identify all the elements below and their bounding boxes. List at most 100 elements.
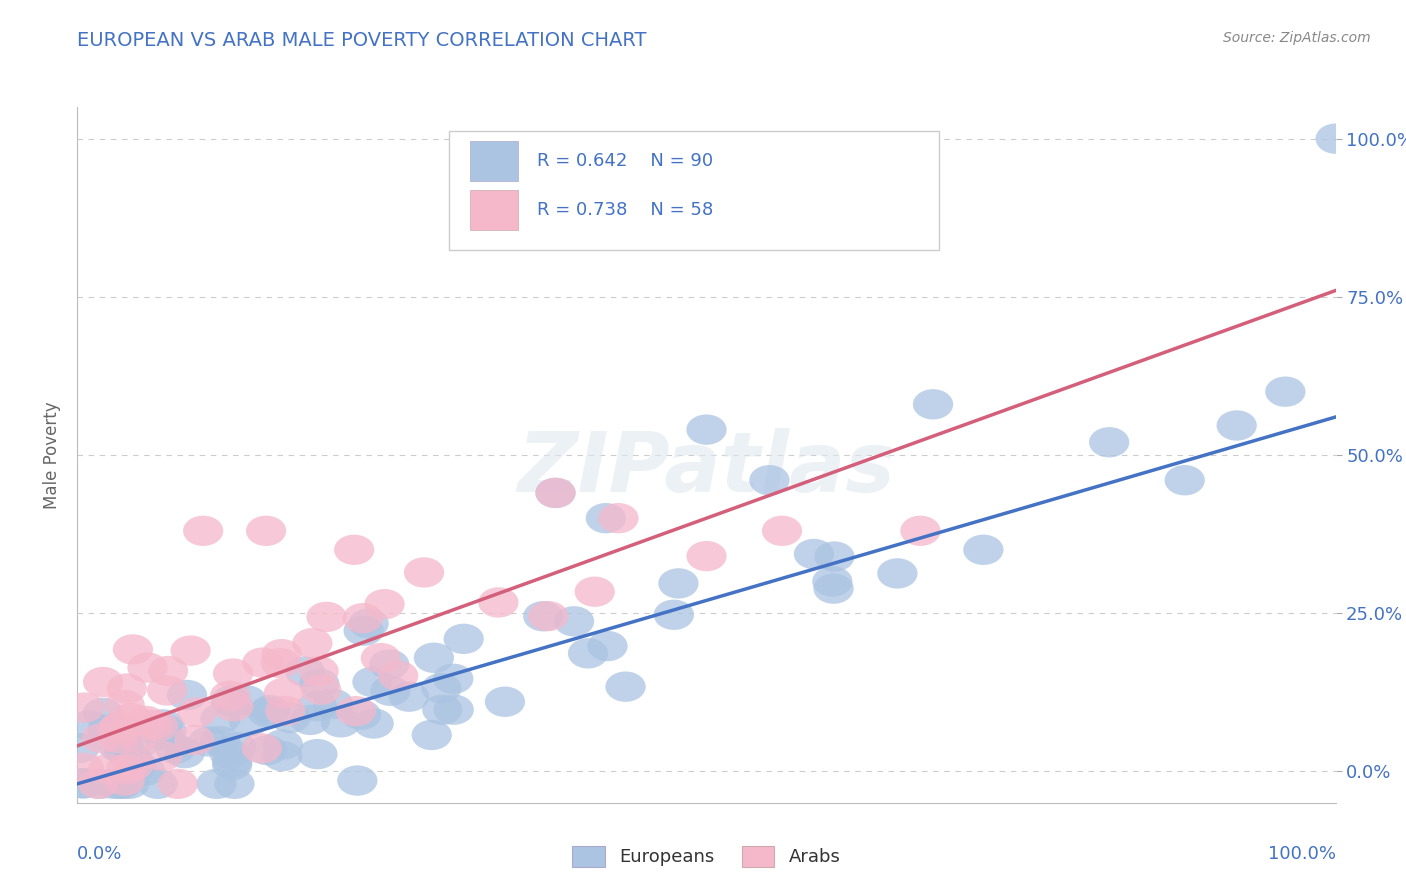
Ellipse shape (337, 765, 377, 796)
Ellipse shape (370, 649, 409, 680)
Ellipse shape (814, 541, 855, 572)
Ellipse shape (364, 589, 405, 619)
Ellipse shape (200, 726, 240, 756)
Ellipse shape (117, 723, 157, 753)
Ellipse shape (170, 635, 211, 665)
Ellipse shape (209, 739, 250, 769)
Ellipse shape (69, 710, 110, 740)
Ellipse shape (1216, 410, 1257, 441)
Ellipse shape (263, 741, 302, 772)
Ellipse shape (103, 721, 143, 751)
Ellipse shape (143, 720, 184, 750)
Ellipse shape (212, 658, 253, 689)
Ellipse shape (138, 711, 179, 741)
Ellipse shape (247, 735, 287, 765)
Ellipse shape (658, 568, 699, 599)
Ellipse shape (104, 765, 145, 796)
Ellipse shape (297, 691, 337, 722)
Ellipse shape (264, 678, 304, 708)
Ellipse shape (297, 739, 337, 769)
Ellipse shape (110, 769, 149, 799)
Ellipse shape (138, 769, 177, 799)
Ellipse shape (270, 703, 311, 733)
Ellipse shape (177, 698, 217, 728)
Ellipse shape (82, 723, 121, 754)
Ellipse shape (523, 601, 564, 632)
Ellipse shape (148, 675, 187, 706)
Ellipse shape (588, 631, 627, 661)
Ellipse shape (127, 706, 166, 736)
Ellipse shape (536, 478, 575, 508)
Ellipse shape (104, 690, 145, 720)
Ellipse shape (94, 769, 135, 799)
Ellipse shape (389, 681, 429, 712)
Ellipse shape (146, 715, 187, 746)
Text: ZIPatlas: ZIPatlas (517, 428, 896, 509)
Ellipse shape (536, 478, 575, 508)
Ellipse shape (262, 639, 302, 669)
Ellipse shape (912, 389, 953, 419)
Ellipse shape (343, 615, 384, 646)
Ellipse shape (762, 516, 803, 546)
Ellipse shape (336, 696, 375, 726)
Ellipse shape (174, 725, 215, 756)
Ellipse shape (132, 709, 173, 740)
Ellipse shape (214, 691, 253, 722)
Ellipse shape (335, 534, 374, 565)
Ellipse shape (361, 643, 401, 673)
Ellipse shape (422, 673, 461, 703)
Ellipse shape (1265, 376, 1306, 407)
Ellipse shape (606, 672, 645, 702)
Ellipse shape (107, 673, 146, 704)
Ellipse shape (260, 648, 301, 679)
Ellipse shape (63, 753, 104, 783)
Ellipse shape (353, 666, 392, 697)
Ellipse shape (197, 769, 236, 799)
Ellipse shape (112, 745, 153, 775)
Ellipse shape (214, 769, 254, 799)
Ellipse shape (353, 708, 394, 739)
Ellipse shape (292, 628, 332, 658)
Ellipse shape (226, 685, 267, 715)
Ellipse shape (378, 661, 419, 691)
Ellipse shape (247, 698, 288, 728)
Ellipse shape (749, 465, 790, 495)
Ellipse shape (1090, 427, 1129, 458)
Ellipse shape (183, 516, 224, 546)
Ellipse shape (285, 657, 325, 687)
Ellipse shape (314, 689, 353, 719)
Ellipse shape (100, 713, 139, 743)
Ellipse shape (128, 652, 167, 682)
Ellipse shape (963, 534, 1004, 565)
Ellipse shape (98, 723, 139, 754)
Ellipse shape (433, 664, 474, 694)
Ellipse shape (212, 747, 253, 777)
Ellipse shape (250, 695, 291, 725)
Ellipse shape (263, 730, 302, 760)
Ellipse shape (143, 709, 183, 739)
Ellipse shape (1316, 123, 1355, 153)
Ellipse shape (157, 769, 198, 799)
Ellipse shape (63, 768, 104, 798)
Ellipse shape (900, 516, 941, 546)
Ellipse shape (112, 634, 153, 665)
Ellipse shape (100, 769, 141, 799)
Ellipse shape (422, 695, 463, 725)
Ellipse shape (229, 706, 269, 737)
Ellipse shape (654, 599, 695, 630)
Ellipse shape (877, 558, 918, 589)
Text: R = 0.738    N = 58: R = 0.738 N = 58 (537, 201, 713, 219)
Ellipse shape (370, 675, 411, 706)
Ellipse shape (125, 756, 166, 786)
Ellipse shape (794, 539, 834, 569)
Ellipse shape (554, 607, 595, 637)
Ellipse shape (301, 674, 342, 705)
Ellipse shape (83, 667, 124, 698)
Ellipse shape (165, 738, 205, 768)
Ellipse shape (148, 656, 188, 686)
Text: Source: ZipAtlas.com: Source: ZipAtlas.com (1223, 31, 1371, 45)
Ellipse shape (413, 642, 454, 673)
Ellipse shape (87, 714, 128, 745)
Ellipse shape (813, 566, 852, 597)
Ellipse shape (142, 740, 183, 771)
